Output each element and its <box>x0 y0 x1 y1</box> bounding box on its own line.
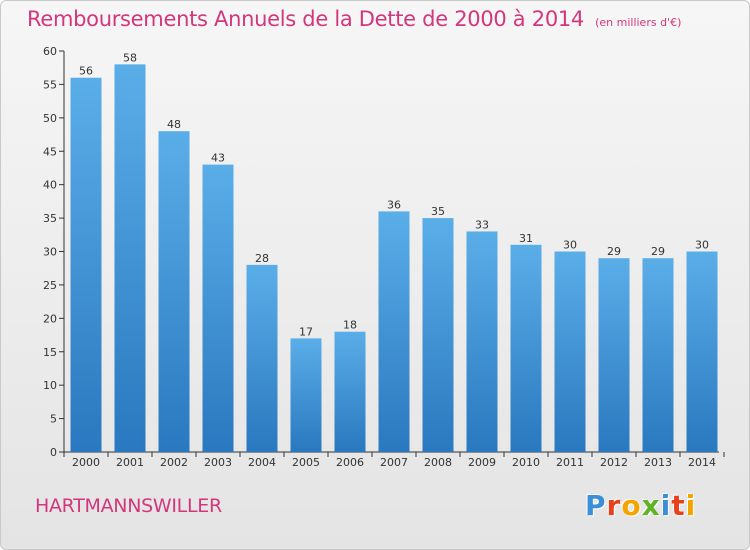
data-label-2002: 48 <box>167 118 181 131</box>
commune-name: HARTMANNSWILLER <box>35 495 222 517</box>
x-tick-label-2005: 2005 <box>292 456 320 469</box>
bar-2001 <box>114 64 146 452</box>
x-tick-label-2001: 2001 <box>116 456 144 469</box>
bar-2003 <box>202 164 234 452</box>
x-tick-label-2012: 2012 <box>600 456 628 469</box>
chart-title: Remboursements Annuels de la Dette de 20… <box>27 7 584 31</box>
y-tick-label: 30 <box>43 246 57 259</box>
y-tick-label: 60 <box>43 45 57 58</box>
y-tick-label: 10 <box>43 379 57 392</box>
bar-2004 <box>246 264 278 452</box>
x-axis: 2000 2001 2002 2003 2004 2005 2006 2007 2008 2009… <box>63 451 725 469</box>
y-tick-label: 15 <box>43 346 57 359</box>
logo-letter: P <box>585 489 607 522</box>
x-tick-label-2000: 2000 <box>72 456 100 469</box>
x-tick-label-2009: 2009 <box>468 456 496 469</box>
chart-subtitle: (en milliers d'€) <box>595 16 682 29</box>
logo-letter: i <box>660 489 672 522</box>
bar-2008 <box>422 218 454 452</box>
bar-2000 <box>70 77 102 452</box>
y-tick-label: 50 <box>43 112 57 125</box>
y-tick-label: 25 <box>43 279 57 292</box>
x-tick-label-2008: 2008 <box>424 456 452 469</box>
data-label-2010: 31 <box>519 232 533 245</box>
bar-2012 <box>598 258 630 452</box>
data-label-2014: 30 <box>695 239 709 252</box>
bar-2010 <box>510 244 542 452</box>
x-tick-label-2004: 2004 <box>248 456 276 469</box>
y-tick-label: 55 <box>43 78 57 91</box>
bar-2011 <box>554 251 586 452</box>
x-tick-label-2007: 2007 <box>380 456 408 469</box>
data-label-2000: 56 <box>79 65 93 78</box>
y-tick-label: 20 <box>43 312 57 325</box>
bar-2009 <box>466 231 498 452</box>
data-label-2007: 36 <box>387 198 401 211</box>
logo-letter: i <box>685 489 697 522</box>
title-row: Remboursements Annuels de la Dette de 20… <box>27 7 681 31</box>
proxiti-logo[interactable]: Proxiti <box>585 489 696 522</box>
logo-letter: r <box>606 489 622 522</box>
data-labels: 56 58 48 43 28 17 18 36 35 33 31 30 29 29 30 <box>79 51 709 338</box>
y-tick-label: 0 <box>50 446 57 459</box>
data-label-2005: 17 <box>299 325 313 338</box>
data-label-2012: 29 <box>607 245 621 258</box>
x-tick-label-2003: 2003 <box>204 456 232 469</box>
y-tick-label: 45 <box>43 145 57 158</box>
bar-2006 <box>334 331 366 452</box>
data-label-2003: 43 <box>211 152 225 165</box>
bar-2007 <box>378 211 410 452</box>
bars <box>70 64 718 452</box>
data-label-2001: 58 <box>123 51 137 64</box>
y-tick-label: 35 <box>43 212 57 225</box>
data-label-2004: 28 <box>255 252 269 265</box>
x-tick-label-2002: 2002 <box>160 456 188 469</box>
data-label-2006: 18 <box>343 319 357 332</box>
bar-2014 <box>686 251 718 452</box>
bar-2005 <box>290 338 322 452</box>
logo-letter: o <box>621 489 642 522</box>
x-tick-label-2013: 2013 <box>644 456 672 469</box>
data-label-2011: 30 <box>563 239 577 252</box>
logo-letter: x <box>641 489 661 522</box>
y-axis: 0 5 10 15 20 25 30 35 40 45 50 55 60 <box>43 45 65 459</box>
y-tick-label: 40 <box>43 179 57 192</box>
logo-letter: t <box>671 489 686 522</box>
bar-2013 <box>642 258 674 452</box>
data-label-2013: 29 <box>651 245 665 258</box>
y-tick-label: 5 <box>50 413 57 426</box>
data-label-2009: 33 <box>475 218 489 231</box>
x-tick-label-2014: 2014 <box>688 456 716 469</box>
x-tick-label-2006: 2006 <box>336 456 364 469</box>
x-tick-label-2010: 2010 <box>512 456 540 469</box>
x-tick-label-2011: 2011 <box>556 456 584 469</box>
data-label-2008: 35 <box>431 205 445 218</box>
bar-2002 <box>158 131 190 452</box>
